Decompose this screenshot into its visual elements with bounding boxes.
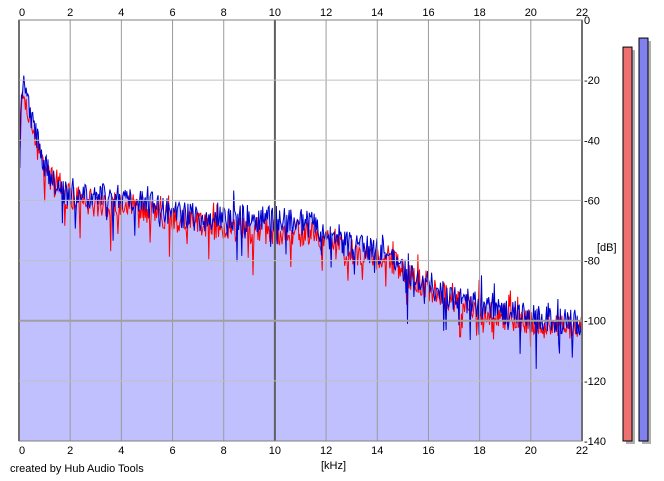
x-tick-labels-top: 0 2 4 6 8 10 12 14 16 18 20 22 bbox=[19, 7, 588, 19]
x-tick-label-bottom: 22 bbox=[576, 445, 588, 457]
level-meter-bar-1 bbox=[622, 46, 633, 442]
y-tick-labels: 0 -20 -40 -60 -80 -100 -120 -140 bbox=[584, 15, 606, 448]
x-tick-label-bottom: 4 bbox=[118, 445, 124, 457]
y-tick-label: -120 bbox=[584, 376, 606, 388]
plot-border bbox=[18, 19, 583, 442]
y-tick-label: -60 bbox=[584, 195, 600, 207]
level-meter-bar-2 bbox=[638, 37, 649, 442]
x-tick-label-top: 2 bbox=[67, 7, 73, 19]
y-tick-label: -100 bbox=[584, 316, 606, 328]
x-tick-label-bottom: 0 bbox=[19, 445, 25, 457]
x-tick-label-top: 10 bbox=[269, 7, 281, 19]
x-tick-label-bottom: 6 bbox=[169, 445, 175, 457]
x-tick-label-top: 22 bbox=[576, 7, 588, 19]
y-tick-label: -20 bbox=[584, 75, 600, 87]
series-line-1 bbox=[18, 92, 583, 347]
x-tick-label-top: 8 bbox=[221, 7, 227, 19]
series-line-2 bbox=[18, 75, 583, 369]
x-tick-label-top: 18 bbox=[474, 7, 486, 19]
spectrum-fill bbox=[19, 75, 582, 441]
series-layer bbox=[18, 75, 583, 441]
x-tick-label-bottom: 16 bbox=[422, 445, 434, 457]
x-tick-label-bottom: 12 bbox=[320, 445, 332, 457]
y-tick-label: -80 bbox=[584, 256, 600, 268]
y-axis-label: [dB] bbox=[597, 242, 617, 254]
x-tick-label-top: 16 bbox=[422, 7, 434, 19]
y-tick-label: -40 bbox=[584, 135, 600, 147]
x-tick-labels-bottom: 0 2 4 6 8 10 12 14 16 18 20 22 bbox=[19, 445, 588, 457]
y-tick-label: -140 bbox=[584, 436, 606, 448]
y-tick-label: 0 bbox=[584, 15, 590, 27]
x-tick-label-top: 12 bbox=[320, 7, 332, 19]
x-tick-label-top: 0 bbox=[19, 7, 25, 19]
x-tick-label-bottom: 10 bbox=[269, 445, 281, 457]
x-tick-label-bottom: 8 bbox=[221, 445, 227, 457]
level-meters bbox=[622, 37, 651, 445]
x-tick-label-top: 6 bbox=[169, 7, 175, 19]
x-tick-label-bottom: 14 bbox=[371, 445, 383, 457]
x-tick-label-bottom: 20 bbox=[525, 445, 537, 457]
x-tick-label-top: 14 bbox=[371, 7, 383, 19]
x-tick-label-bottom: 18 bbox=[474, 445, 486, 457]
x-tick-label-top: 20 bbox=[525, 7, 537, 19]
credit-text: created by Hub Audio Tools bbox=[10, 463, 144, 475]
grid bbox=[18, 19, 583, 442]
x-tick-label-top: 4 bbox=[118, 7, 124, 19]
x-axis-label: [kHz] bbox=[321, 460, 346, 472]
x-tick-label-bottom: 2 bbox=[67, 445, 73, 457]
